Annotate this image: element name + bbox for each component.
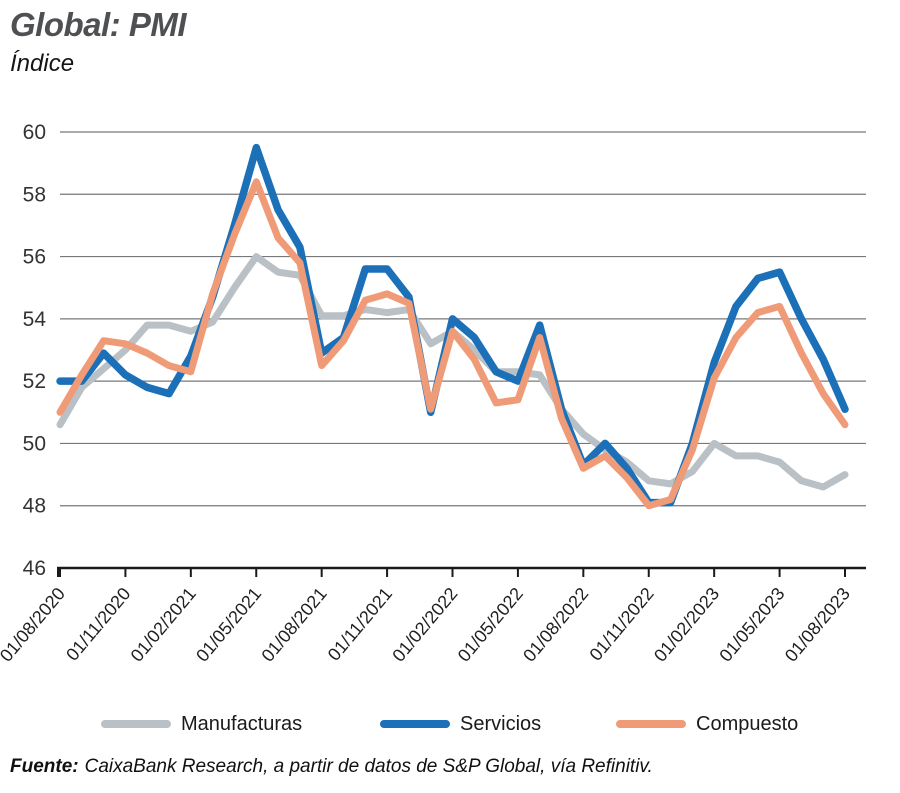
y-tick-label: 52 — [23, 370, 46, 393]
x-axis — [57, 566, 866, 577]
x-tick-label: 01/02/2021 — [127, 584, 200, 666]
page-subtitle: Índice — [10, 50, 75, 77]
x-axis-labels: 01/08/202001/11/202001/02/202101/05/2021… — [0, 584, 854, 666]
x-tick-label: 01/05/2022 — [454, 584, 527, 666]
servicios-line-swatch — [380, 720, 450, 728]
y-tick-label: 50 — [23, 432, 46, 455]
x-tick-label: 01/11/2020 — [62, 584, 134, 665]
legend-item-manufacturas: Manufacturas — [101, 710, 302, 738]
legend-label-compuesto: Compuesto — [696, 712, 799, 735]
x-tick-label: 01/08/2022 — [519, 584, 592, 666]
gridlines — [60, 131, 866, 507]
y-tick-label: 46 — [23, 557, 46, 580]
x-tick-label: 01/05/2023 — [715, 584, 788, 666]
source-text: CaixaBank Research, a partir de datos de… — [84, 756, 653, 777]
compuesto-line-swatch — [616, 720, 686, 728]
chart-legend: Manufacturas Servicios Compuesto — [0, 710, 900, 740]
x-tick-label: 01/08/2021 — [257, 584, 330, 666]
x-tick-label: 01/02/2022 — [388, 584, 461, 666]
legend-label-manufacturas: Manufacturas — [181, 712, 303, 735]
manufacturas-line-swatch — [101, 720, 171, 728]
line-servicios — [56, 143, 849, 507]
pmi-line-chart: 464850525456586001/08/202001/11/202001/0… — [0, 121, 866, 666]
y-tick-label: 56 — [23, 246, 46, 269]
legend-label-servicios: Servicios — [460, 712, 542, 735]
y-tick-label: 60 — [23, 121, 46, 144]
x-tick-label: 01/11/2021 — [324, 584, 396, 665]
y-tick-label: 54 — [23, 308, 47, 331]
y-tick-label: 48 — [23, 495, 46, 518]
x-tick-label: 01/08/2023 — [781, 584, 854, 666]
legend-item-servicios: Servicios — [380, 710, 541, 738]
source-note: Fuente: CaixaBank Research, a partir de d… — [10, 756, 890, 778]
y-axis-labels: 46 48 50 52 54 56 58 60 — [23, 121, 47, 580]
source-label: Fuente: — [10, 756, 79, 777]
x-tick-label: 01/08/2020 — [0, 584, 69, 666]
y-tick-label: 58 — [23, 183, 46, 206]
legend-item-compuesto: Compuesto — [616, 710, 798, 738]
x-tick-label: 01/02/2023 — [650, 584, 723, 666]
x-tick-label: 01/05/2021 — [192, 584, 265, 666]
page-title: Global: PMI — [10, 6, 187, 43]
x-tick-label: 01/11/2022 — [585, 584, 657, 665]
line-compuesto — [56, 178, 849, 510]
